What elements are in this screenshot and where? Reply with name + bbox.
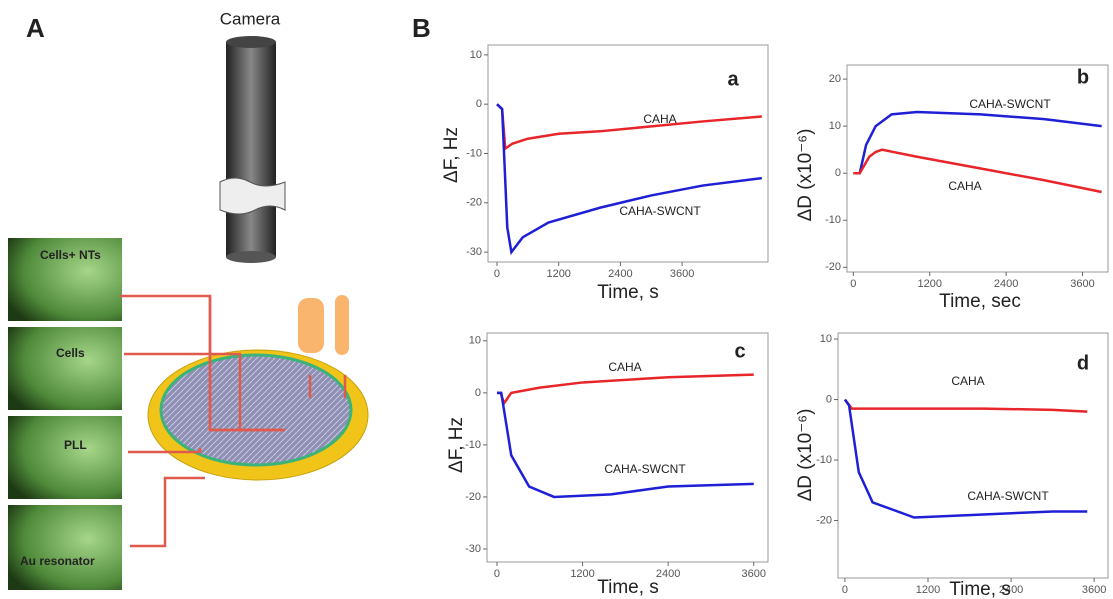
y-axis-label: ΔF, Hz [446,417,467,473]
y-tick-label: 0 [476,98,482,110]
series-line [853,148,1102,194]
x-axis-label: Time, s [597,577,659,598]
y-tick-label: -10 [816,454,832,466]
x-tick-label: 0 [494,568,500,580]
y-tick-label: 0 [475,387,481,399]
y-tick-label: 10 [470,49,482,61]
sensor [147,295,369,481]
y-axis-label: ΔF, Hz [441,127,462,183]
x-tick-label: 0 [842,584,848,596]
x-axis-label: Time, sec [939,291,1021,312]
y-tick-label: -20 [816,514,832,526]
y-tick-label: -10 [466,147,482,159]
series-label: CAHA-SWCNT [967,489,1049,503]
x-tick-label: 3600 [1082,584,1106,596]
series-label: CAHA [643,112,676,126]
series-label: CAHA-SWCNT [969,97,1051,111]
x-tick-label: 2400 [999,584,1023,596]
y-tick-label: 10 [820,333,832,345]
image-label: Au resonator [20,554,95,568]
y-tick-label: -30 [466,246,482,258]
y-tick-label: -10 [465,439,481,451]
y-tick-label: -20 [465,491,481,503]
y-tick-label: 10 [829,120,841,132]
series-line [843,398,1088,519]
chart-title: d [1077,352,1089,374]
x-tick-label: 3600 [670,268,694,280]
plot-frame [487,44,769,263]
y-tick-label: 20 [829,73,841,85]
arrows [120,294,347,548]
y-tick-label: 0 [826,393,832,405]
y-tick-label: -10 [825,214,841,226]
image-label: Cells [56,346,85,360]
camera-label: Camera [220,9,281,28]
series-label: CAHA [951,374,984,388]
x-tick-label: 3600 [1070,278,1094,290]
x-tick-label: 2400 [656,568,680,580]
series-label: CAHA [608,360,641,374]
x-tick-label: 0 [850,278,856,290]
series-line [496,103,762,151]
y-tick-label: 0 [835,167,841,179]
series-label: CAHA-SWCNT [604,462,686,476]
series-label: CAHA [948,179,981,193]
series-line [496,391,754,499]
series-line [496,103,762,256]
plot-frame [486,332,769,563]
camera [219,36,286,263]
y-axis-label: ΔD (x10⁻⁶) [795,409,816,502]
series-label: CAHA-SWCNT [619,204,701,218]
x-tick-label: 1200 [918,278,942,290]
chart-title: c [734,340,745,362]
chart-title: a [727,68,739,90]
x-tick-label: 1200 [546,268,570,280]
panel-label: A [26,13,45,43]
x-tick-label: 3600 [741,568,765,580]
x-tick-label: 0 [494,268,500,280]
x-tick-label: 1200 [916,584,940,596]
y-axis-label: ΔD (x10⁻⁶) [795,129,816,222]
x-axis-label: Time, s [597,282,659,303]
y-tick-label: -30 [465,543,481,555]
series-line [843,398,1088,413]
image-tiles [8,238,122,590]
y-tick-label: -20 [825,261,841,273]
x-axis-label: Time, s [949,579,1011,599]
image-label: PLL [64,438,87,452]
series-line [496,373,754,407]
x-tick-label: 2400 [608,268,632,280]
x-tick-label: 2400 [994,278,1018,290]
plot-frame [846,64,1109,273]
image-label: Cells+ NTs [40,248,101,262]
plot-frame [837,332,1109,579]
y-tick-label: -20 [466,197,482,209]
chart-title: b [1077,66,1089,88]
panel-label: B [412,13,431,43]
x-tick-label: 1200 [570,568,594,580]
series-line [853,110,1102,175]
y-tick-label: 10 [469,335,481,347]
